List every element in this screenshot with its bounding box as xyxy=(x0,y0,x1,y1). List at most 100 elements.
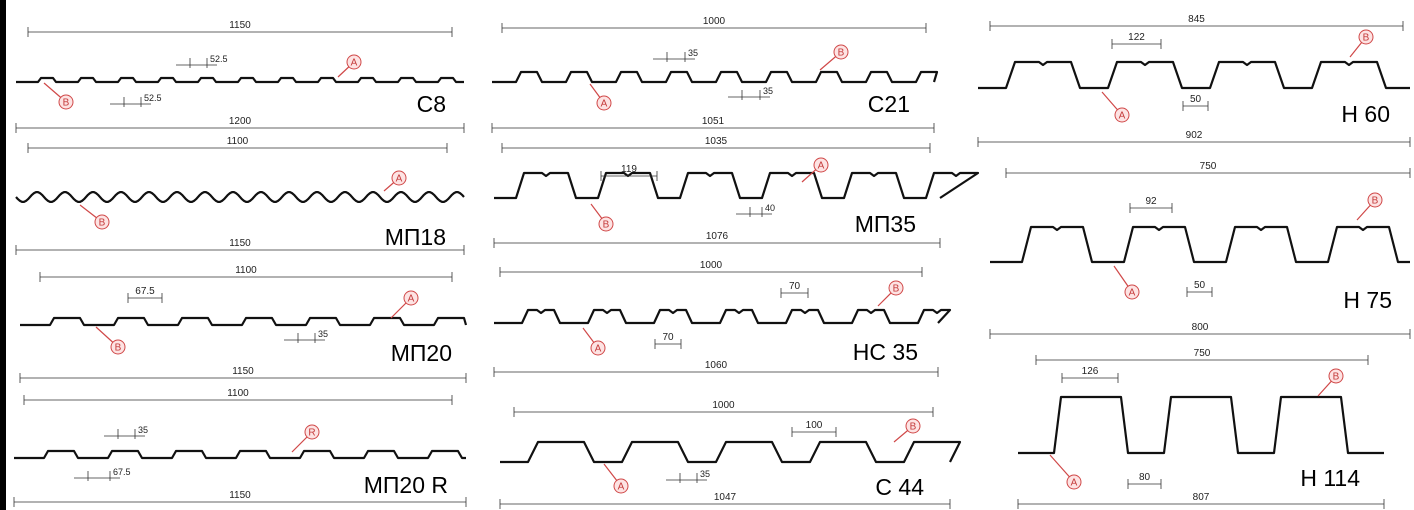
bottom-dimension: 1200 xyxy=(229,116,252,127)
profile-name: МП20 xyxy=(391,340,452,366)
marker-b-2: B xyxy=(95,326,126,355)
profile-mp20: 1100 1150 67.5 35 A B МП20 xyxy=(19,265,468,383)
marker-a-2: A xyxy=(589,83,612,111)
bottom-dimension: 800 xyxy=(1192,322,1209,333)
marker-a-1: A xyxy=(337,54,362,78)
profile-hc35-outline xyxy=(494,308,952,325)
marker-a-1-letter: A xyxy=(408,294,415,305)
dimension-1: 92 xyxy=(1145,196,1157,207)
dimension-2: 40 xyxy=(765,203,775,213)
marker-a-2: A xyxy=(1101,91,1130,123)
profile-c44-outline xyxy=(500,440,962,464)
profile-c8-outline xyxy=(16,76,464,84)
profile-hc35: 1000 1060 70 70 B A НС 35 xyxy=(493,260,952,377)
bottom-dimension: 902 xyxy=(1186,130,1203,141)
profile-h75: 750 800 92 50 B A H 75 xyxy=(989,161,1411,339)
marker-b-1-letter: B xyxy=(910,422,917,433)
marker-a-1: A xyxy=(390,290,419,319)
dimension-2: 50 xyxy=(1194,280,1206,291)
bottom-dimension: 1051 xyxy=(702,116,725,127)
dimension-1: 122 xyxy=(1128,32,1145,43)
profile-name: C21 xyxy=(868,91,910,117)
marker-a-1: A xyxy=(801,157,829,183)
dimension-1: 35 xyxy=(688,48,698,58)
bottom-dimension: 1076 xyxy=(706,231,729,242)
bottom-dimension: 807 xyxy=(1193,492,1210,503)
top-dimension: 1100 xyxy=(235,265,257,276)
top-dimension: 845 xyxy=(1188,14,1205,25)
dimension-2: 70 xyxy=(662,332,674,343)
profile-mp20-outline xyxy=(20,316,468,327)
profile-mp18-outline xyxy=(15,191,465,203)
profile-name: МП18 xyxy=(385,224,446,250)
dimension-2: 67.5 xyxy=(113,467,131,477)
top-dimension: 1035 xyxy=(705,136,728,147)
marker-b-1: B xyxy=(877,280,904,307)
dimension-2: 35 xyxy=(763,86,773,96)
marker-b-1-letter: B xyxy=(1333,372,1340,383)
dimension-1: 67.5 xyxy=(135,286,155,297)
marker-b-2-letter: B xyxy=(115,343,122,354)
marker-a-2-letter: A xyxy=(1071,478,1078,489)
dimension-2: 52.5 xyxy=(144,93,162,103)
marker-b-2: B xyxy=(79,204,110,230)
profile-name: H 114 xyxy=(1300,465,1360,491)
marker-a-2-letter: A xyxy=(595,344,602,355)
profile-c8: 1150 1200 52.5 52.5 A B C8 xyxy=(15,20,465,133)
marker-b-1-letter: B xyxy=(838,48,845,59)
bottom-dimension: 1047 xyxy=(714,492,737,503)
marker-a-2-letter: A xyxy=(601,99,608,110)
left-border xyxy=(0,0,6,510)
dimension-1: 126 xyxy=(1082,366,1099,377)
marker-b-2: B xyxy=(43,82,74,110)
dimension-1: 119 xyxy=(621,164,637,175)
marker-a-2-letter: A xyxy=(1129,288,1136,299)
top-dimension: 1000 xyxy=(700,260,723,271)
profile-mp35: 1035 1076 119 40 A B МП35 xyxy=(493,136,980,248)
marker-r-1-letter: R xyxy=(308,428,315,439)
top-dimension: 1150 xyxy=(229,20,251,31)
marker-a-2-letter: A xyxy=(618,482,625,493)
profile-h114: 750 807 126 80 B A H 114 xyxy=(1017,348,1385,509)
bottom-dimension: 1150 xyxy=(229,490,251,501)
marker-b-1-letter: B xyxy=(1363,33,1370,44)
marker-a-2: A xyxy=(603,463,629,494)
profile-h114-outline xyxy=(1018,395,1384,455)
marker-b-2: B xyxy=(590,203,614,232)
marker-b-1: B xyxy=(1349,29,1374,58)
marker-a-2: A xyxy=(1049,454,1082,490)
dimension-1: 70 xyxy=(789,281,801,292)
dimension-1: 35 xyxy=(138,425,148,435)
dimension-2: 35 xyxy=(318,329,328,339)
marker-b-1: B xyxy=(819,44,849,71)
profile-name: C8 xyxy=(417,91,446,117)
top-dimension: 1100 xyxy=(227,388,249,399)
top-dimension: 1000 xyxy=(703,16,726,27)
profile-name: С 44 xyxy=(875,474,924,500)
marker-a-1-letter: A xyxy=(818,161,825,172)
marker-a-1-letter: A xyxy=(351,58,358,69)
top-dimension: 750 xyxy=(1200,161,1217,172)
profile-h75-outline xyxy=(990,225,1410,264)
marker-a-2: A xyxy=(582,327,606,356)
marker-b-1: B xyxy=(1317,368,1344,397)
top-dimension: 750 xyxy=(1194,348,1211,359)
marker-b-1: B xyxy=(1356,192,1383,221)
marker-a-1: A xyxy=(383,170,407,192)
dimension-1: 52.5 xyxy=(210,54,228,64)
profile-c21-outline xyxy=(492,70,939,84)
top-dimension: 1100 xyxy=(227,136,249,147)
profile-c44: 1000 1047 100 35 B A С 44 xyxy=(499,400,962,509)
profile-name: МП35 xyxy=(855,211,916,237)
marker-b-1: B xyxy=(893,418,921,443)
bottom-dimension: 1060 xyxy=(705,360,728,371)
profile-mp18: 1100 1150 A B МП18 xyxy=(15,136,465,255)
marker-b-2-letter: B xyxy=(603,220,610,231)
profile-name: НС 35 xyxy=(853,339,918,365)
profile-mp35-outline xyxy=(494,171,980,200)
dimension-2: 50 xyxy=(1190,94,1202,105)
bottom-dimension: 1150 xyxy=(232,366,254,377)
top-dimension: 1000 xyxy=(712,400,735,411)
profile-mp20r: 1100 1150 35 67.5 R МП20 R xyxy=(13,388,467,507)
